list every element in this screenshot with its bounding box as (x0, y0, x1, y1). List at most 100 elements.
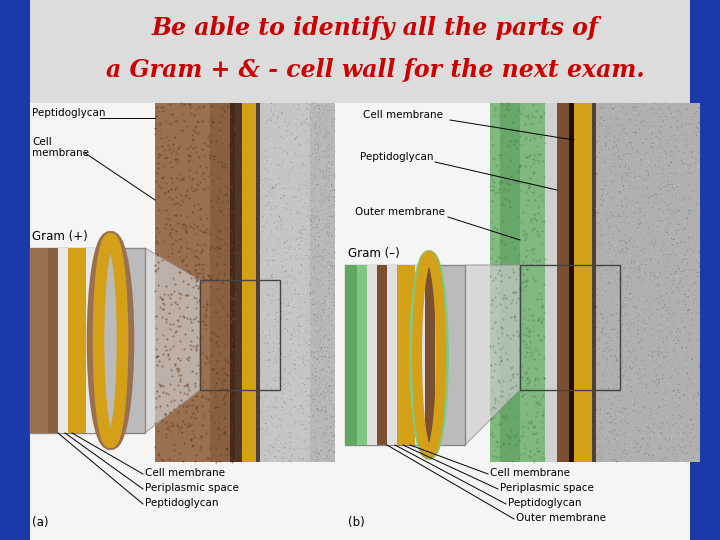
Point (244, 187, 256, 196)
Point (284, 347, 295, 356)
Point (617, 236, 629, 245)
Point (685, 336, 696, 345)
Point (304, 434, 315, 442)
Point (679, 212, 690, 221)
Point (239, 138, 251, 146)
Point (297, 292, 309, 300)
Point (258, 174, 270, 183)
Point (183, 383, 194, 392)
Point (172, 214, 184, 223)
Point (253, 384, 265, 393)
Point (676, 305, 688, 314)
Point (665, 199, 676, 208)
Point (296, 260, 307, 269)
Point (652, 116, 663, 125)
Point (613, 387, 624, 395)
Point (219, 208, 230, 217)
Point (616, 165, 627, 173)
Point (645, 272, 657, 280)
Point (184, 339, 195, 347)
Point (580, 265, 592, 274)
Point (256, 233, 267, 241)
Point (168, 330, 179, 339)
Point (217, 140, 229, 149)
Point (220, 362, 231, 371)
Point (648, 259, 660, 268)
Point (323, 158, 335, 166)
Point (328, 133, 340, 142)
Point (652, 271, 663, 280)
Point (579, 393, 590, 402)
Point (674, 178, 685, 187)
Point (195, 388, 207, 397)
Point (616, 213, 627, 221)
Point (208, 323, 220, 332)
Point (574, 335, 585, 344)
Point (677, 391, 688, 400)
Point (328, 307, 340, 316)
Point (486, 396, 498, 404)
Point (570, 313, 582, 322)
Point (528, 288, 540, 297)
Point (256, 335, 267, 343)
Point (683, 223, 694, 232)
Point (686, 347, 698, 356)
Point (645, 268, 657, 276)
Point (294, 405, 305, 414)
Point (600, 313, 612, 322)
Point (323, 251, 334, 260)
Point (274, 293, 285, 302)
Point (532, 159, 544, 168)
Point (312, 404, 323, 413)
Point (588, 133, 599, 142)
Point (284, 413, 295, 422)
Point (220, 436, 232, 444)
Point (517, 328, 528, 337)
Point (232, 103, 243, 111)
Point (189, 124, 200, 133)
Point (635, 361, 647, 370)
Point (631, 341, 642, 350)
Point (175, 227, 186, 235)
Point (628, 452, 639, 461)
Point (542, 319, 554, 327)
Point (498, 451, 509, 460)
Point (616, 267, 628, 276)
Point (536, 172, 547, 181)
Point (497, 236, 508, 245)
Point (685, 449, 697, 458)
Point (534, 250, 546, 259)
Point (260, 189, 271, 198)
Point (318, 215, 329, 224)
Point (289, 347, 301, 355)
Point (621, 181, 632, 190)
Point (179, 321, 191, 329)
Point (307, 295, 318, 304)
Point (576, 326, 588, 334)
Point (268, 331, 279, 340)
Point (222, 285, 233, 294)
Point (626, 369, 637, 377)
Point (270, 372, 282, 381)
Point (217, 175, 229, 184)
Point (664, 336, 675, 345)
Point (603, 264, 615, 273)
Point (150, 243, 162, 252)
Point (170, 385, 181, 394)
Point (557, 222, 568, 231)
Point (150, 340, 162, 348)
Point (151, 124, 163, 133)
Point (248, 169, 259, 178)
Point (624, 254, 635, 263)
Point (613, 153, 624, 162)
Point (279, 118, 291, 126)
Point (240, 267, 251, 276)
Point (188, 215, 199, 224)
Point (273, 120, 284, 129)
Point (179, 293, 191, 302)
Point (638, 259, 649, 268)
Point (592, 299, 603, 307)
Point (287, 376, 299, 384)
Point (692, 143, 703, 152)
Point (156, 303, 168, 312)
